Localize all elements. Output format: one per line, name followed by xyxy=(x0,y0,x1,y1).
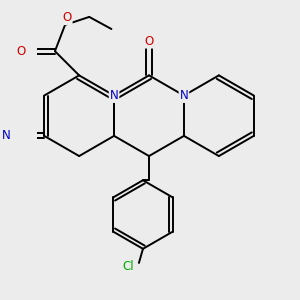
Text: O: O xyxy=(16,45,25,58)
Text: O: O xyxy=(144,34,154,48)
Text: Cl: Cl xyxy=(122,260,134,274)
Text: N: N xyxy=(180,89,188,102)
Text: N: N xyxy=(110,89,118,102)
Text: O: O xyxy=(62,11,72,24)
Text: N: N xyxy=(2,129,10,142)
